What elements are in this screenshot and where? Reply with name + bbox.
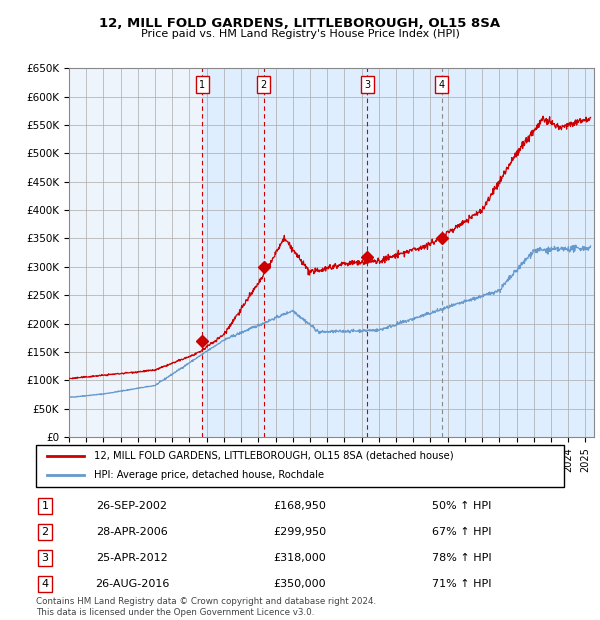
Text: Price paid vs. HM Land Registry's House Price Index (HPI): Price paid vs. HM Land Registry's House … <box>140 29 460 38</box>
Text: 1: 1 <box>199 80 205 90</box>
Text: 78% ↑ HPI: 78% ↑ HPI <box>432 553 491 563</box>
Text: Contains HM Land Registry data © Crown copyright and database right 2024.
This d: Contains HM Land Registry data © Crown c… <box>36 598 376 617</box>
Text: £350,000: £350,000 <box>274 579 326 589</box>
Text: £168,950: £168,950 <box>274 501 326 511</box>
Text: 2: 2 <box>41 527 49 537</box>
Text: 1: 1 <box>41 501 49 511</box>
Text: 25-APR-2012: 25-APR-2012 <box>96 553 168 563</box>
Text: 4: 4 <box>41 579 49 589</box>
FancyBboxPatch shape <box>36 445 564 487</box>
Text: 26-SEP-2002: 26-SEP-2002 <box>97 501 167 511</box>
Bar <box>367 68 442 437</box>
Text: 12, MILL FOLD GARDENS, LITTLEBOROUGH, OL15 8SA: 12, MILL FOLD GARDENS, LITTLEBOROUGH, OL… <box>100 17 500 30</box>
Bar <box>202 68 264 437</box>
Text: HPI: Average price, detached house, Rochdale: HPI: Average price, detached house, Roch… <box>94 471 324 480</box>
Text: 67% ↑ HPI: 67% ↑ HPI <box>432 527 491 537</box>
Text: 12, MILL FOLD GARDENS, LITTLEBOROUGH, OL15 8SA (detached house): 12, MILL FOLD GARDENS, LITTLEBOROUGH, OL… <box>94 451 454 461</box>
Text: 2: 2 <box>261 80 267 90</box>
Text: 3: 3 <box>41 553 49 563</box>
Text: 4: 4 <box>439 80 445 90</box>
Text: £318,000: £318,000 <box>274 553 326 563</box>
Text: 26-AUG-2016: 26-AUG-2016 <box>95 579 169 589</box>
Bar <box>264 68 367 437</box>
Text: 50% ↑ HPI: 50% ↑ HPI <box>432 501 491 511</box>
Text: 28-APR-2006: 28-APR-2006 <box>96 527 168 537</box>
Bar <box>442 68 594 437</box>
Text: 3: 3 <box>364 80 370 90</box>
Text: £299,950: £299,950 <box>274 527 326 537</box>
Text: 71% ↑ HPI: 71% ↑ HPI <box>432 579 491 589</box>
